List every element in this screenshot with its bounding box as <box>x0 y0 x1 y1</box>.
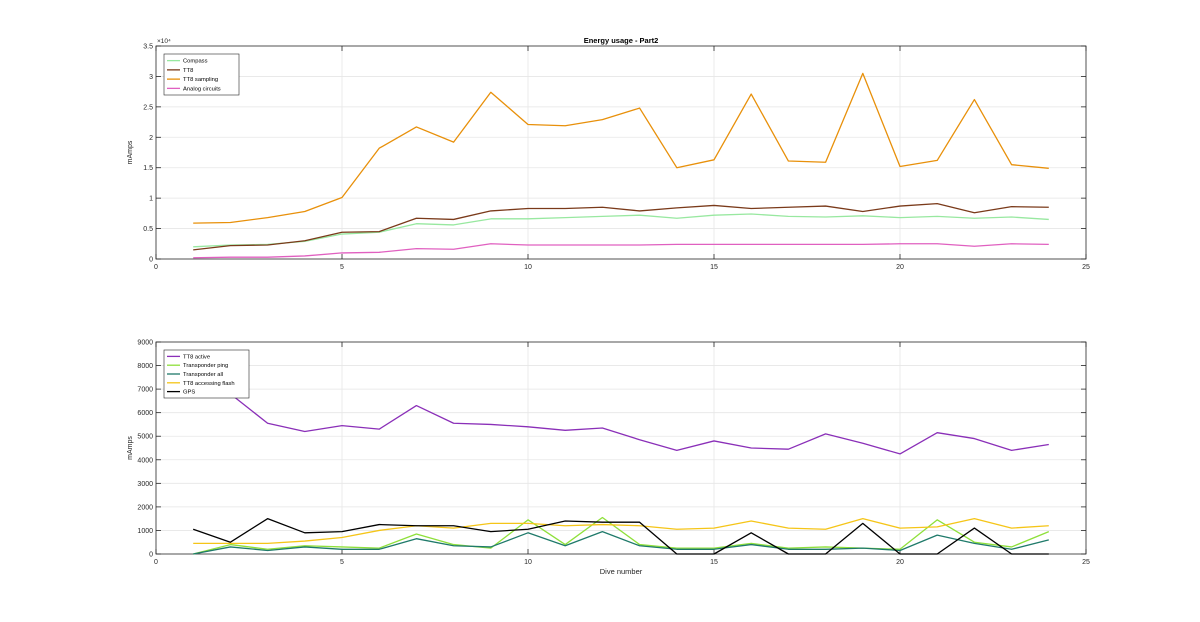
legend: Compass TT8 TT8 sampling Analog circuits <box>163 53 240 96</box>
x-tick-label: 15 <box>710 559 718 566</box>
series-line-tt8-accessing-flash <box>193 518 1049 545</box>
chart-title: Energy usage - Part2 <box>584 36 659 45</box>
legend-label: TT8 sampling <box>183 77 218 83</box>
y-tick-label: 6000 <box>137 410 153 417</box>
series-line-tt8-active <box>193 383 1049 455</box>
legend-label: Transponder ping <box>183 363 228 369</box>
x-tick-label: 20 <box>896 559 904 566</box>
y-tick-label: 3000 <box>137 481 153 488</box>
y-tick-label: 0 <box>149 257 153 264</box>
legend-label: Transponder all <box>183 372 223 378</box>
legend-label: Analog circuits <box>183 86 221 92</box>
axes-bottom-dive-number: 0 5 10 15 20 25 0 1000 2000 3000 4000 5000 6000 7000 8… <box>127 340 1090 577</box>
series-line-transponder-all <box>193 530 1049 555</box>
x-tick-label: 25 <box>1082 559 1090 566</box>
y-tick-label: 1.5 <box>143 165 153 172</box>
series-line-gps <box>192 518 1049 555</box>
axes-box <box>155 341 1087 555</box>
series-line-tt8-sampling <box>193 72 1049 224</box>
y-tick-label: 2.5 <box>143 104 153 111</box>
legend-label: TT8 <box>183 68 193 74</box>
y-tick-label: 3 <box>149 74 153 81</box>
y-tick-label: 5000 <box>137 434 153 441</box>
x-tick-label: 0 <box>154 264 158 271</box>
plot-area <box>156 46 1086 259</box>
x-tick-label: 5 <box>340 264 344 271</box>
y-tick-label: 0 <box>149 552 153 559</box>
y-axis-label: mAmps <box>127 140 134 164</box>
y-tick-label: 1 <box>149 196 153 203</box>
x-tick-label: 0 <box>154 559 158 566</box>
plot-area <box>156 342 1086 554</box>
axes-box <box>155 45 1087 260</box>
x-tick-label: 10 <box>524 559 532 566</box>
legend-label: GPS <box>183 390 195 396</box>
legend: TT8 active Transponder ping Transponder al… <box>163 349 250 399</box>
x-axis-label: Dive number <box>600 567 643 576</box>
legend-label: TT8 active <box>183 354 210 360</box>
y-tick-label: 4000 <box>137 457 153 464</box>
legend-label: Compass <box>183 59 208 65</box>
series-line-tt8 <box>193 202 1049 251</box>
y-tick-label: 1000 <box>137 528 153 535</box>
axes-top-energy-usage: 0 5 10 15 20 25 0 0.5 1 1.5 2 2.5 3 3.5 ×10⁴ Energy usa… <box>127 36 1090 271</box>
x-tick-label: 15 <box>710 264 718 271</box>
y-tick-label: 2 <box>149 135 153 142</box>
y-tick-label: 2000 <box>137 504 153 511</box>
y-axis-label: mAmps <box>127 436 134 460</box>
y-tick-label: 0.5 <box>143 226 153 233</box>
y-tick-label: 9000 <box>137 340 153 347</box>
x-tick-label: 5 <box>340 559 344 566</box>
y-tick-label: 8000 <box>137 363 153 370</box>
legend-label: TT8 accessing flash <box>183 381 235 387</box>
series-line-compass <box>193 213 1049 248</box>
x-tick-label: 25 <box>1082 264 1090 271</box>
y-exponent-label: ×10⁴ <box>157 38 171 45</box>
series-line-transponder-ping <box>193 516 1050 555</box>
y-tick-label: 7000 <box>137 387 153 394</box>
series-line-analog-circuits <box>193 243 1049 259</box>
x-tick-label: 10 <box>524 264 532 271</box>
y-tick-label: 3.5 <box>143 44 153 51</box>
x-tick-label: 20 <box>896 264 904 271</box>
